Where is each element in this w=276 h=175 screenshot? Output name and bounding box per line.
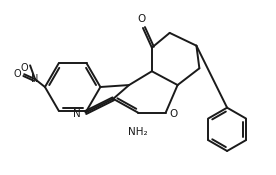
Text: NH₂: NH₂ (128, 127, 148, 137)
Text: O: O (170, 108, 178, 119)
Text: N: N (31, 74, 39, 84)
Text: O: O (14, 69, 21, 79)
Text: O: O (138, 14, 146, 24)
Text: N: N (73, 108, 81, 119)
Text: O: O (20, 63, 28, 73)
